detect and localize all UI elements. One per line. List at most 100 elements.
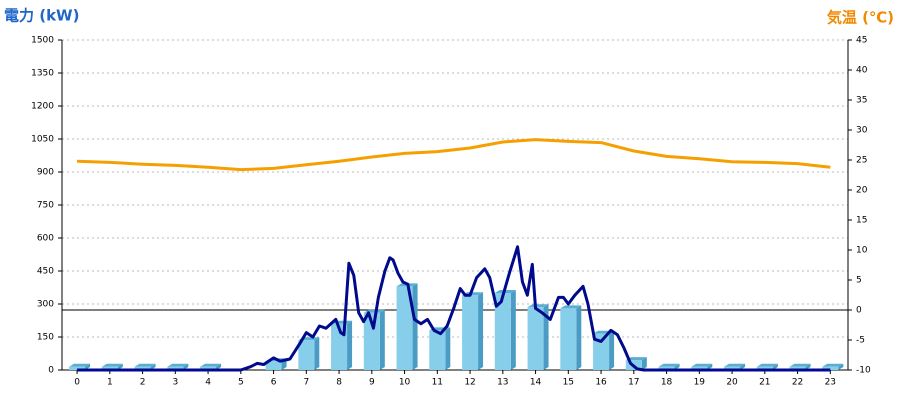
bar-side xyxy=(772,363,778,370)
y2-tick-label: 15 xyxy=(856,216,867,226)
x-tick-label: 21 xyxy=(759,378,770,388)
y2-tick-label: 35 xyxy=(856,96,867,106)
bar-side xyxy=(838,363,844,370)
y2-tick-label: -5 xyxy=(856,336,865,346)
bar-top xyxy=(756,363,778,367)
bar xyxy=(167,366,184,370)
bar-top xyxy=(789,363,811,367)
x-tick-label: 8 xyxy=(336,378,342,388)
bar-side xyxy=(150,363,156,370)
bar-side xyxy=(183,363,189,370)
bar xyxy=(69,366,86,370)
y-tick-label: 0 xyxy=(48,366,54,376)
y-axis-title: 電力 (kW) xyxy=(4,7,79,25)
bar xyxy=(691,366,708,370)
bar-top xyxy=(691,363,713,367)
bar xyxy=(494,293,511,370)
x-tick-label: 18 xyxy=(661,378,673,388)
y2-tick-label: 10 xyxy=(856,246,868,256)
x-tick-label: 14 xyxy=(530,378,542,388)
x-tick-label: 12 xyxy=(464,378,475,388)
bar-side xyxy=(609,330,615,370)
line xyxy=(77,138,831,172)
bar-side xyxy=(314,337,320,370)
y-tick-label: 1500 xyxy=(31,36,54,46)
bar xyxy=(789,366,806,370)
bar-side xyxy=(379,309,385,370)
y-tick-label: 1350 xyxy=(31,69,54,79)
bar xyxy=(756,366,773,370)
bar-top xyxy=(658,363,680,367)
y-tick-label: 150 xyxy=(37,333,54,343)
y-tick-label: 750 xyxy=(37,201,54,211)
bar xyxy=(462,295,479,370)
x-tick-label: 9 xyxy=(369,378,375,388)
x-tick-label: 4 xyxy=(205,378,211,388)
y2-tick-label: -10 xyxy=(856,366,871,376)
bar-top xyxy=(167,363,189,367)
x-tick-label: 0 xyxy=(74,378,80,388)
bar xyxy=(724,366,741,370)
bar-side xyxy=(805,363,811,370)
bar-side xyxy=(117,363,123,370)
bar-side xyxy=(412,283,418,370)
bar xyxy=(396,286,413,370)
x-tick-label: 5 xyxy=(238,378,244,388)
x-tick-label: 6 xyxy=(271,378,277,388)
y2-tick-label: 30 xyxy=(856,126,868,136)
y2-tick-label: 20 xyxy=(856,186,868,196)
bar-side xyxy=(576,305,582,370)
y2-tick-label: 5 xyxy=(856,276,862,286)
bar xyxy=(560,308,577,370)
bar xyxy=(134,366,151,370)
bar xyxy=(822,366,839,370)
x-tick-label: 20 xyxy=(726,378,738,388)
bar-side xyxy=(478,292,484,370)
y2-tick-label: 0 xyxy=(856,306,862,316)
y2-tick-label: 25 xyxy=(856,156,867,166)
y-tick-label: 600 xyxy=(37,234,54,244)
bar xyxy=(527,307,544,370)
bar-side xyxy=(216,363,222,370)
y2-axis-title: 気温 (℃) xyxy=(827,9,894,27)
bar-top xyxy=(625,357,647,361)
bar-side xyxy=(85,363,91,370)
y-tick-label: 1200 xyxy=(31,102,54,112)
y2-tick-label: 45 xyxy=(856,36,867,46)
x-tick-label: 15 xyxy=(563,378,574,388)
y-tick-label: 900 xyxy=(37,168,54,178)
y-tick-label: 300 xyxy=(37,300,54,310)
bar-side xyxy=(674,363,680,370)
bar xyxy=(363,312,380,370)
bar xyxy=(265,361,282,370)
x-tick-label: 23 xyxy=(825,378,836,388)
y-tick-label: 1050 xyxy=(31,135,54,145)
y-tick-label: 450 xyxy=(37,267,54,277)
bar xyxy=(593,333,610,370)
x-tick-label: 19 xyxy=(694,378,706,388)
bar xyxy=(429,330,446,370)
bar-side xyxy=(510,290,516,370)
bar-top xyxy=(101,363,123,367)
bar-top xyxy=(724,363,746,367)
bar-side xyxy=(347,320,353,370)
bar xyxy=(298,340,315,370)
bar xyxy=(658,366,675,370)
bar-side xyxy=(445,327,451,370)
bar-side xyxy=(641,357,647,370)
bar-top xyxy=(200,363,222,367)
x-tick-label: 11 xyxy=(432,378,443,388)
bar-side xyxy=(740,363,746,370)
x-tick-label: 17 xyxy=(628,378,639,388)
bar-top xyxy=(134,363,156,367)
x-tick-label: 2 xyxy=(140,378,146,388)
x-tick-label: 13 xyxy=(497,378,508,388)
bar-top xyxy=(69,363,91,367)
x-tick-label: 22 xyxy=(792,378,803,388)
bar-side xyxy=(707,363,713,370)
bar-top xyxy=(822,363,844,367)
x-tick-label: 10 xyxy=(399,378,411,388)
x-tick-label: 7 xyxy=(303,378,309,388)
